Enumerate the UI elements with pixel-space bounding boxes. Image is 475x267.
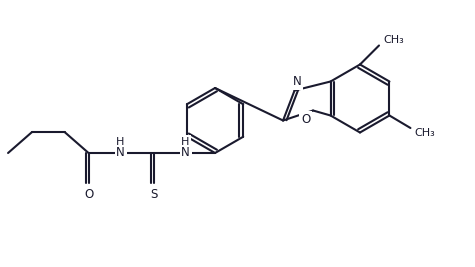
Text: N: N — [181, 147, 190, 159]
Text: N: N — [116, 147, 125, 159]
Text: H: H — [116, 137, 125, 147]
Text: O: O — [301, 113, 310, 126]
Text: CH₃: CH₃ — [383, 36, 404, 45]
Text: CH₃: CH₃ — [415, 128, 435, 138]
Text: H: H — [181, 137, 190, 147]
Text: O: O — [84, 187, 93, 201]
Text: S: S — [150, 187, 157, 201]
Text: N: N — [293, 75, 302, 88]
